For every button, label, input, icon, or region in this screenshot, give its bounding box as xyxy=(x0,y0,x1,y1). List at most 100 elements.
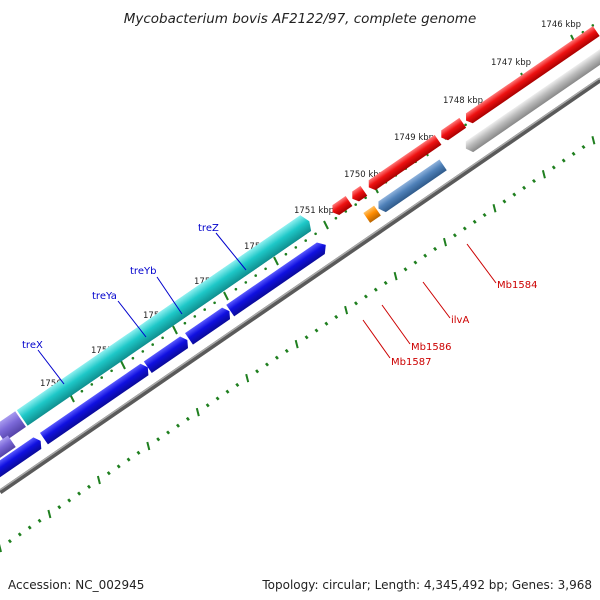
gene-red-long[interactable] xyxy=(463,26,600,125)
ruler-minor-tick xyxy=(100,376,103,379)
ruler-minor-tick xyxy=(464,123,467,127)
inner-minor-tick xyxy=(235,382,240,387)
gene-blue-3[interactable] xyxy=(143,334,191,373)
inner-minor-tick xyxy=(67,498,72,503)
ruler-minor-tick xyxy=(254,274,257,277)
inner-minor-tick xyxy=(571,151,576,156)
gene-Mb1584[interactable] xyxy=(462,45,600,154)
inner-minor-tick xyxy=(433,246,438,251)
gene-treZ[interactable] xyxy=(241,213,314,272)
ruler-minor-tick xyxy=(304,239,308,242)
inner-major-tick xyxy=(393,271,398,281)
ruler-minor-tick xyxy=(264,267,267,271)
inner-minor-tick xyxy=(354,301,358,306)
inner-minor-tick xyxy=(265,362,269,367)
inner-minor-tick xyxy=(274,355,279,360)
inner-major-tick xyxy=(146,441,151,451)
inner-major-tick xyxy=(0,543,2,553)
gene-purple-left[interactable] xyxy=(0,435,16,470)
label-Mb1586: Mb1586 xyxy=(411,342,451,353)
ruler-tick-label: 1747 kbp xyxy=(491,58,531,68)
inner-minor-tick xyxy=(551,165,556,170)
label-treX: treX xyxy=(22,340,43,351)
ruler-major-tick xyxy=(323,220,329,230)
inner-minor-tick xyxy=(383,280,388,285)
ruler-major-tick xyxy=(172,325,178,335)
inner-major-tick xyxy=(541,169,546,179)
inner-minor-tick xyxy=(482,212,487,218)
inner-minor-tick xyxy=(522,185,527,190)
inner-minor-tick xyxy=(304,335,309,340)
gene-features xyxy=(0,26,600,481)
inner-minor-tick xyxy=(334,314,339,319)
ruler-tick-label: 1748 kbp xyxy=(443,96,483,106)
inner-major-tick xyxy=(96,475,101,485)
inner-minor-tick xyxy=(413,260,418,265)
inner-minor-tick xyxy=(126,457,131,462)
inner-minor-tick xyxy=(314,328,319,333)
inner-minor-tick xyxy=(532,178,536,184)
ruler-minor-tick xyxy=(131,356,135,360)
inner-minor-tick xyxy=(205,403,210,408)
inner-minor-tick xyxy=(7,539,12,544)
label-Mb1584: Mb1584 xyxy=(497,280,537,291)
ruler-tick-label: 1746 kbp xyxy=(541,20,581,30)
ruler-minor-tick xyxy=(80,389,84,393)
gene-blue-5[interactable] xyxy=(226,239,330,317)
gene-blue-1[interactable] xyxy=(0,435,45,481)
ruler-minor-tick xyxy=(161,336,164,340)
inner-minor-tick xyxy=(106,471,111,476)
ruler-tick-label: 1751 kbp xyxy=(294,206,334,216)
ruler-minor-tick xyxy=(244,281,248,284)
inner-minor-tick xyxy=(512,192,517,197)
genome-summary-text: Topology: circular; Length: 4,345,492 bp… xyxy=(262,578,592,592)
label-treYb: treYb xyxy=(130,266,156,277)
inner-minor-tick xyxy=(215,396,220,401)
gene-blue-2[interactable] xyxy=(39,361,152,445)
ruler-minor-tick xyxy=(183,321,187,325)
ruler-major-tick xyxy=(273,256,279,266)
inner-minor-tick xyxy=(581,144,586,150)
ruler-minor-tick xyxy=(354,203,358,206)
label-ilvA: ilvA xyxy=(451,315,469,326)
map-title: Mycobacterium bovis AF2122/97, complete … xyxy=(124,11,477,27)
gene-red-short[interactable] xyxy=(438,117,467,143)
gene-red-small-1[interactable] xyxy=(329,196,353,217)
ruler-minor-tick xyxy=(193,315,197,318)
ruler-minor-tick xyxy=(294,246,298,249)
gene-blue-4[interactable] xyxy=(185,305,233,345)
inner-minor-tick xyxy=(57,505,62,510)
inner-tick-track xyxy=(0,135,596,553)
inner-minor-tick xyxy=(462,226,467,231)
gene-Mb1586[interactable] xyxy=(363,205,381,223)
inner-minor-tick xyxy=(452,233,457,238)
gene-labels: treX treYa treYb treZ Mb1584 ilvA Mb1586… xyxy=(22,223,537,385)
inner-minor-tick xyxy=(116,464,121,469)
inner-minor-tick xyxy=(324,321,329,326)
gene-ilvA[interactable] xyxy=(375,159,447,215)
ruler-minor-tick xyxy=(151,343,154,346)
ruler-minor-tick xyxy=(314,232,317,236)
inner-minor-tick xyxy=(255,369,260,374)
ruler-major-tick xyxy=(223,291,229,301)
inner-minor-tick xyxy=(17,532,22,537)
gene-red-small-2[interactable] xyxy=(349,185,368,204)
inner-major-tick xyxy=(195,407,200,417)
inner-major-tick xyxy=(591,135,596,145)
ruler-tick-label: 1749 kbp xyxy=(394,133,434,143)
accession-text: Accession: NC_002945 xyxy=(8,578,145,592)
label-treYa: treYa xyxy=(92,291,117,302)
gene-red-mid[interactable] xyxy=(365,134,442,192)
ruler-minor-tick xyxy=(284,252,288,256)
inner-major-tick xyxy=(245,373,250,383)
inner-major-tick xyxy=(344,305,349,315)
inner-minor-tick xyxy=(284,348,289,353)
inner-minor-tick xyxy=(156,437,161,442)
ruler-minor-tick xyxy=(141,350,145,353)
inner-minor-tick xyxy=(77,491,82,496)
inner-minor-tick xyxy=(423,253,428,258)
gene-treYa[interactable] xyxy=(0,411,26,442)
inner-major-tick xyxy=(47,509,52,519)
inner-minor-tick xyxy=(403,267,408,272)
inner-minor-tick xyxy=(27,525,32,530)
